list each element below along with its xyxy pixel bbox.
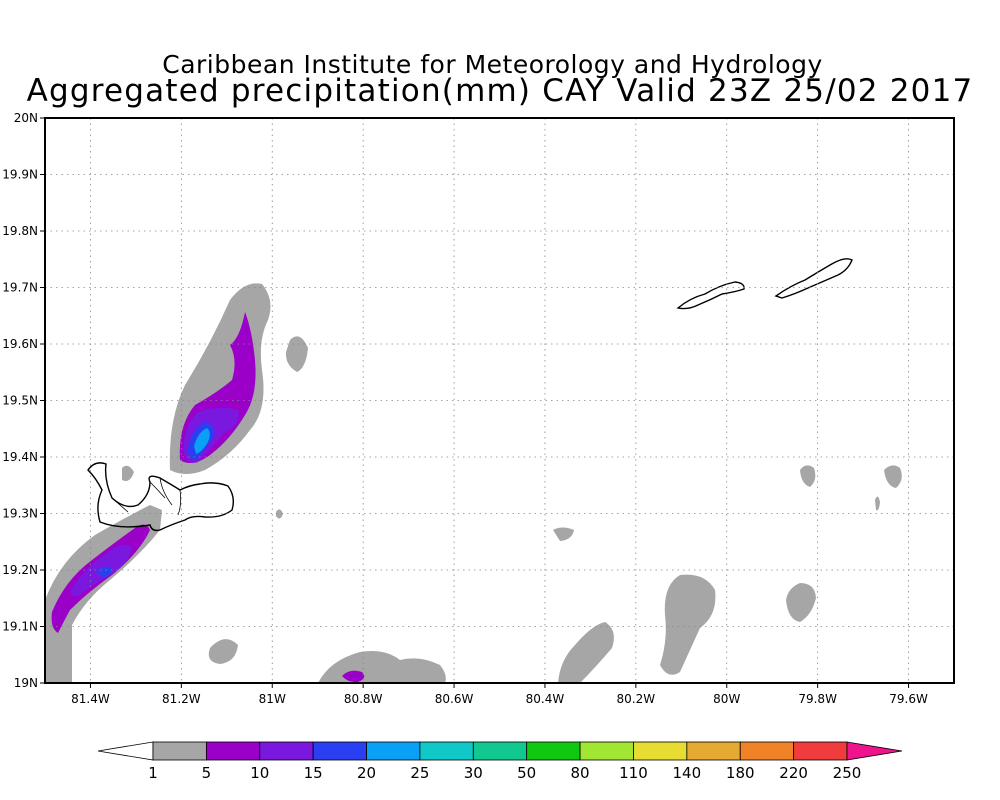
legend-color-box	[312, 741, 367, 761]
land-outlines	[87, 258, 853, 532]
precip-area-gray	[122, 465, 134, 481]
legend-level-label: 50	[517, 764, 536, 782]
precip-area-gray	[875, 496, 880, 511]
legend-level-label: 25	[410, 764, 429, 782]
legend-level-label: 1	[148, 764, 158, 782]
legend-arrow-high	[846, 741, 903, 761]
precip-area-gray	[208, 639, 238, 664]
legend-level-label: 5	[202, 764, 212, 782]
precip-area-gray	[786, 583, 816, 622]
y-tick-label: 19N	[14, 676, 38, 690]
legend-color-box	[152, 741, 207, 761]
precip-area-gray	[285, 336, 308, 372]
precip-area-gray	[884, 465, 902, 488]
x-tick-label: 80.2W	[617, 692, 656, 706]
legend-color-box	[526, 741, 581, 761]
y-tick-label: 19.2N	[2, 563, 38, 577]
y-tick-label: 20N	[14, 111, 38, 125]
cayman-brac-outline	[774, 258, 853, 299]
chart-title-institute: Caribbean Institute for Meteorology and …	[162, 50, 823, 79]
legend-color-box	[686, 741, 741, 761]
x-tick-label: 80.8W	[344, 692, 383, 706]
x-axis-ticks: 81.4W 81.2W 81W 80.8W 80.6W 80.4W 80.2W 80W 79.8…	[71, 683, 928, 706]
precip-area-lightblue	[194, 428, 210, 454]
legend-level-label: 20	[357, 764, 376, 782]
legend-level-label: 110	[619, 764, 648, 782]
precip-field	[45, 283, 902, 683]
legend-color-box	[739, 741, 795, 761]
y-tick-label: 19.9N	[2, 168, 38, 182]
x-tick-label: 81W	[259, 692, 286, 706]
y-tick-label: 19.8N	[2, 224, 38, 238]
y-tick-label: 19.4N	[2, 450, 38, 464]
legend-level-label: 180	[726, 764, 755, 782]
precip-area-gray	[318, 651, 446, 683]
chart-title-main: Aggregated precipitation(mm) CAY Valid 2…	[26, 73, 974, 109]
precip-area-purple	[342, 670, 365, 683]
legend-level-label: 250	[833, 764, 862, 782]
legend-color-box	[205, 741, 261, 761]
legend-color-box	[259, 741, 314, 761]
precip-area-gray	[553, 527, 574, 541]
precip-area-blue	[96, 566, 112, 578]
precip-area-gray	[276, 509, 283, 519]
x-tick-label: 81.2W	[162, 692, 201, 706]
y-tick-label: 19.7N	[2, 281, 38, 295]
legend-color-box	[366, 741, 421, 761]
little-cayman-outline	[676, 281, 745, 310]
legend-color-box	[472, 741, 528, 761]
x-tick-label: 79.8W	[798, 692, 837, 706]
y-tick-label: 19.5N	[2, 394, 38, 408]
legend-level-label: 30	[464, 764, 483, 782]
x-tick-label: 80.4W	[526, 692, 565, 706]
grand-cayman-inner-lines	[111, 477, 182, 516]
y-axis-ticks: 19N 19.1N 19.2N 19.3N 19.4N 19.5N 19.6N 19.7N 19…	[2, 111, 45, 690]
color-legend: 1 5 10 15 20 25 30 50 80 110 140 180 220 250	[97, 741, 903, 782]
legend-level-label: 80	[571, 764, 590, 782]
y-tick-label: 19.6N	[2, 337, 38, 351]
legend-color-box	[793, 741, 848, 761]
legend-color-box	[419, 741, 474, 761]
legend-level-label: 10	[250, 764, 269, 782]
x-tick-label: 79.6W	[889, 692, 928, 706]
y-tick-label: 19.1N	[2, 620, 38, 634]
precip-area-gray	[558, 622, 614, 683]
x-tick-label: 81.4W	[71, 692, 110, 706]
legend-color-box	[579, 741, 634, 761]
x-tick-label: 80.6W	[435, 692, 474, 706]
graticule	[45, 118, 954, 683]
precip-area-gray	[800, 465, 816, 487]
legend-level-label: 140	[673, 764, 702, 782]
y-tick-label: 19.3N	[2, 507, 38, 521]
legend-level-label: 15	[304, 764, 323, 782]
legend-color-box	[633, 741, 688, 761]
precip-area-gray	[660, 574, 716, 675]
legend-arrow-low	[97, 741, 154, 761]
x-tick-label: 80W	[713, 692, 740, 706]
legend-level-label: 220	[779, 764, 808, 782]
